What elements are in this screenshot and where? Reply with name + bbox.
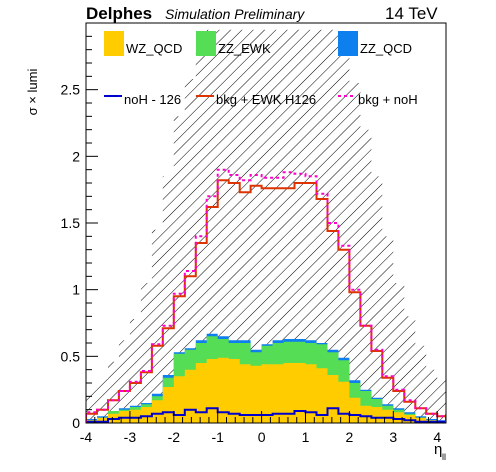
y-axis-label: σ × lumi — [25, 69, 40, 116]
x-tick-label: 2 — [346, 429, 354, 445]
legend-label-zz-qcd: ZZ_QCD — [360, 41, 412, 56]
x-tick-label: 4 — [433, 429, 441, 445]
y-tick-label: 0 — [72, 415, 80, 431]
experiment-label: Delphes — [86, 4, 153, 23]
legend: WZ_QCD ZZ_EWK ZZ_QCD noH - 126 bkg + EWK H12… — [104, 31, 418, 107]
legend-label-bkg-ewk-h126: bkg + EWK H126 — [216, 92, 316, 107]
y-tick-label: 2.5 — [61, 82, 81, 98]
x-tick-label: -1 — [211, 429, 224, 445]
legend-label-bkg-noh: bkg + noH — [358, 92, 418, 107]
simulation-label: Simulation Preliminary — [165, 6, 305, 22]
y-tick-label: 1.5 — [61, 215, 81, 231]
x-tick-label: 0 — [258, 429, 266, 445]
y-tick-label: 0.5 — [61, 348, 81, 364]
y-tick-label: 2 — [72, 148, 80, 164]
x-axis-label: η — [434, 441, 442, 458]
x-tick-label: -3 — [124, 429, 137, 445]
x-tick-label: 1 — [302, 429, 310, 445]
hist-wz-qcd — [86, 357, 446, 423]
x-tick-label: -2 — [168, 429, 181, 445]
legend-swatch-wz-qcd — [104, 31, 124, 56]
energy-label: 14 TeV — [385, 4, 438, 23]
legend-label-zz-ewk: ZZ_EWK — [218, 41, 271, 56]
y-tick-label: 1 — [72, 282, 80, 298]
legend-swatch-zz-qcd — [338, 31, 358, 56]
hist-bkg-noh — [86, 168, 446, 423]
uncertainty-band-layer — [86, 29, 446, 423]
x-tick-label: -4 — [80, 429, 93, 445]
x-tick-label: 3 — [389, 429, 397, 445]
x-axis-label-subscript: ll — [442, 452, 446, 462]
legend-label-noh-126: noH - 126 — [124, 92, 181, 107]
legend-swatch-zz-ewk — [196, 31, 216, 56]
uncertainty-band — [86, 29, 446, 423]
legend-label-wz-qcd: WZ_QCD — [126, 41, 182, 56]
stacked-fill-layer — [86, 333, 446, 423]
axis-layer: -4 -3 -2 -1 0 1 2 3 4 0 0.5 1 1.5 2 2.5 — [61, 35, 447, 445]
